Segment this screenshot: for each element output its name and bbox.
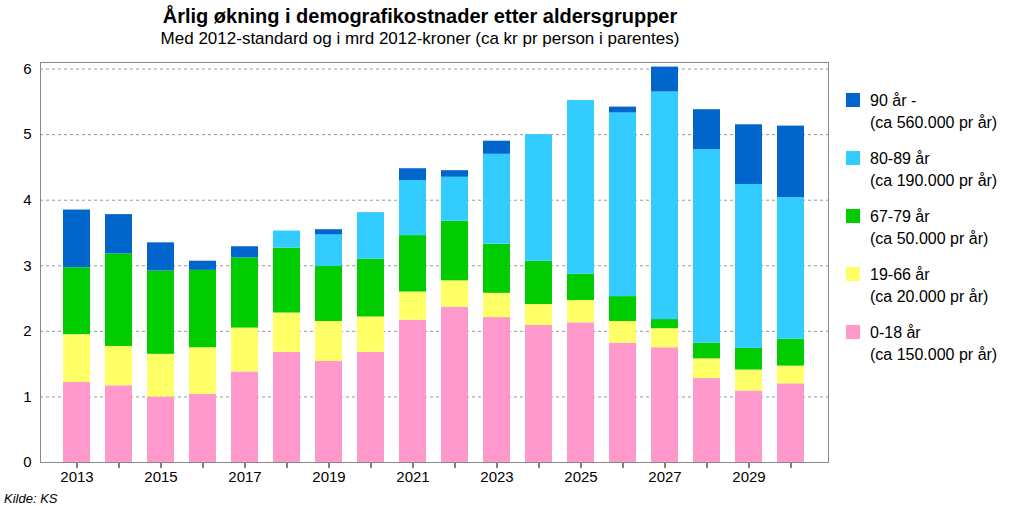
svg-text:2015: 2015	[144, 468, 177, 485]
svg-text:6: 6	[23, 60, 31, 77]
svg-text:2029: 2029	[732, 468, 765, 485]
svg-text:2027: 2027	[648, 468, 681, 485]
svg-text:2023: 2023	[480, 468, 513, 485]
svg-text:2019: 2019	[312, 468, 345, 485]
svg-text:2017: 2017	[228, 468, 261, 485]
svg-text:2013: 2013	[60, 468, 93, 485]
svg-text:3: 3	[23, 257, 31, 274]
html-text:Med 2012-standard og i mrd 201: Med 2012-standard og i mrd 2012-kroner (…	[160, 29, 680, 48]
svg-text:2021: 2021	[396, 468, 429, 485]
svg-text:4: 4	[23, 191, 31, 208]
svg-text:2025: 2025	[564, 468, 597, 485]
html-text:Årlig økning i demografikostna: Årlig økning i demografikostnader etter …	[162, 5, 678, 27]
html-text:Kilde: KS: Kilde: KS	[4, 491, 58, 506]
html-text:0-18 år (ca 150.000 pr år): 0-18 år (ca 150.000 pr år)	[870, 324, 998, 363]
svg-text:0: 0	[23, 453, 31, 470]
html-text:90 år - (ca 560.000 pr år): 90 år - (ca 560.000 pr år)	[870, 92, 998, 131]
svg-text:1: 1	[23, 388, 31, 405]
html-text:67-79 år (ca 50.000 pr år): 67-79 år (ca 50.000 pr år)	[870, 208, 989, 247]
svg-text:2: 2	[23, 322, 31, 339]
svg-text:5: 5	[23, 125, 31, 142]
html-text:19-66 år (ca 20.000 pr år): 19-66 år (ca 20.000 pr år)	[870, 266, 989, 305]
html-text:80-89 år (ca 190.000 pr år): 80-89 år (ca 190.000 pr år)	[870, 150, 998, 189]
